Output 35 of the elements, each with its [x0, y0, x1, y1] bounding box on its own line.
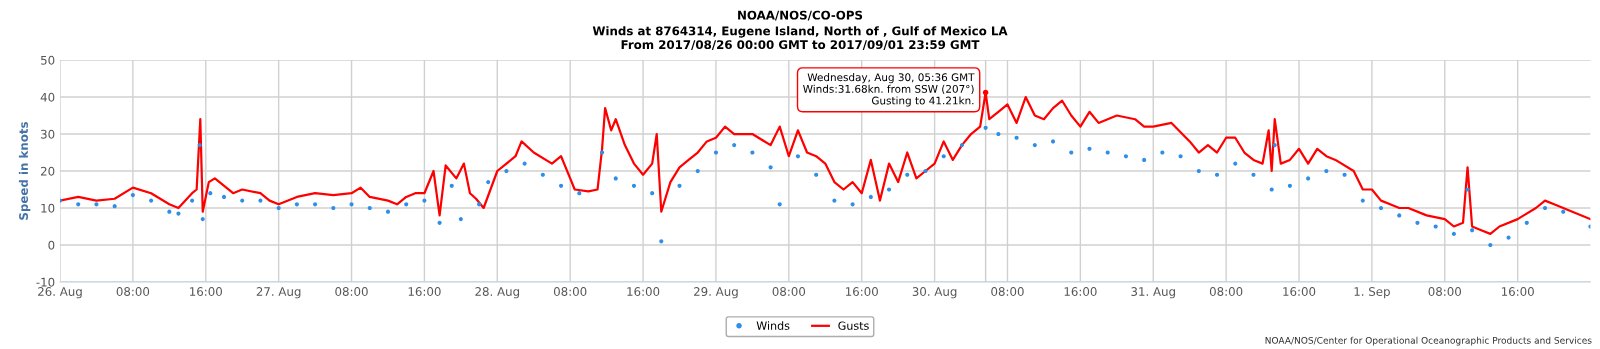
- x-tick-label: 16:00: [846, 287, 878, 296]
- x-tick-label: 16:00: [408, 287, 441, 296]
- legend-label: Gusts: [838, 321, 869, 330]
- legend-label: Winds: [756, 321, 790, 330]
- chart-title: NOAA/NOS/CO-OPS: [738, 10, 863, 21]
- x-tick-label: 16:00: [1283, 287, 1316, 296]
- y-tick-label: 40: [40, 92, 55, 102]
- x-tick-label: 30. Aug: [912, 287, 957, 299]
- x-tick-label: 16:00: [190, 287, 222, 296]
- x-tick-label: 31. Aug: [1131, 287, 1175, 299]
- x-tick-label: 08:00: [1428, 287, 1462, 296]
- x-tick-label: 08:00: [553, 287, 587, 296]
- x-tick-label: 26. Aug: [38, 287, 82, 299]
- x-tick-label: 16:00: [1501, 287, 1534, 296]
- x-tick-label: 28. Aug: [475, 287, 520, 299]
- x-tick-label: 08:00: [335, 287, 368, 296]
- y-tick-label: 30: [41, 129, 55, 139]
- chart-subtitle: Winds at 8764314, Eugene Island, North of , Gulf of Mexico LA From 2017/08/26 00:00 GMT to 2017/09/01 23:59 GMT: [592, 26, 1008, 50]
- y-tick-label: 0: [48, 240, 55, 250]
- x-tick-label: 29. Aug: [694, 287, 738, 299]
- x-tick-label: 08:00: [1209, 287, 1243, 296]
- y-tick-label: -10: [36, 277, 55, 287]
- x-tick-label: 08:00: [772, 287, 806, 296]
- x-tick-label: 16:00: [627, 287, 660, 296]
- x-tick-label: 16:00: [1064, 287, 1097, 296]
- x-tick-label: 27. Aug: [256, 287, 301, 299]
- x-tick-label: 08:00: [991, 287, 1024, 296]
- y-tick-label: 50: [41, 55, 55, 65]
- y-tick-label: 20: [40, 166, 55, 176]
- text: NOAA/NOS/Center for Operational Oceanographic Products and Services: [1265, 336, 1592, 346]
- x-tick-label: 08:00: [116, 287, 150, 296]
- y-tick-label: 10: [41, 203, 55, 213]
- annotation: Wednesday, Aug 30, 05:36 GMT Winds:31.68kn. from SSW (207°) Gusting to 41.21kn.: [803, 73, 975, 107]
- x-tick-label: 1. Sep: [1354, 287, 1390, 299]
- y-axis-title: Speed in knots: [18, 122, 31, 220]
